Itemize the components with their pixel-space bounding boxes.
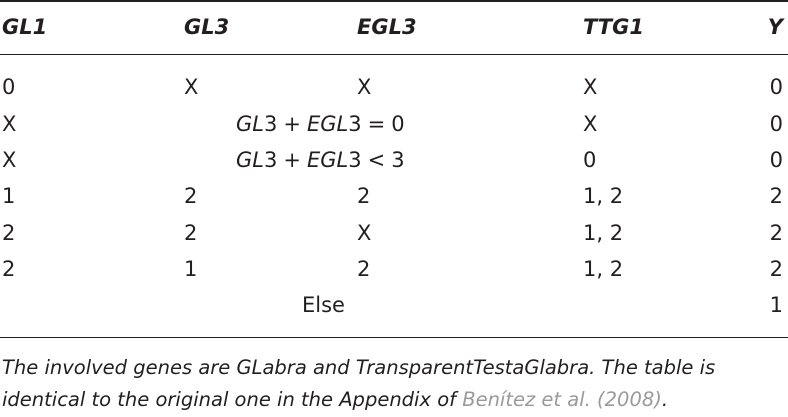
header-gl3: GL3	[184, 13, 229, 41]
row2-ttg1: X	[583, 110, 597, 138]
row4-gl3: 2	[184, 182, 197, 210]
row3-y: 0	[770, 146, 783, 174]
row5-egl3: X	[357, 219, 371, 247]
row6-gl3: 1	[184, 255, 197, 283]
else-y: 1	[770, 291, 783, 319]
caption-end: .	[662, 388, 668, 411]
else-label: Else	[302, 291, 345, 319]
row6-egl3: 2	[357, 255, 370, 283]
row4-ttg1: 1, 2	[583, 182, 623, 210]
header-y: Y	[768, 13, 783, 41]
row5-gl1: 2	[2, 219, 15, 247]
row4-gl1: 1	[2, 182, 15, 210]
row2-formula: GL3 + EGL3 = 0	[236, 110, 405, 138]
header-gl1: GL1	[2, 13, 47, 41]
row1-ttg1: X	[583, 73, 597, 101]
row6-ttg1: 1, 2	[583, 255, 623, 283]
header-egl3: EGL3	[357, 13, 417, 41]
row1-y: 0	[770, 73, 783, 101]
row6-y: 2	[770, 255, 783, 283]
row3-gl1: X	[2, 146, 16, 174]
table-top-rule	[0, 0, 788, 2]
row1-gl3: X	[184, 73, 198, 101]
citation-link[interactable]: Benítez et al. (2008)	[462, 388, 662, 411]
table-header-rule	[0, 54, 788, 55]
row3-ttg1: 0	[583, 146, 596, 174]
table-caption: The involved genes are GLabra and Transp…	[2, 352, 786, 416]
row5-gl3: 2	[184, 219, 197, 247]
row2-y: 0	[770, 110, 783, 138]
row4-egl3: 2	[357, 182, 370, 210]
row3-formula: GL3 + EGL3 <3	[236, 146, 405, 174]
row1-gl1: 0	[2, 73, 15, 101]
row5-y: 2	[770, 219, 783, 247]
row4-y: 2	[770, 182, 783, 210]
header-ttg1: TTG1	[583, 13, 644, 41]
row6-gl1: 2	[2, 255, 15, 283]
table-bottom-rule	[0, 337, 788, 338]
row1-egl3: X	[357, 73, 371, 101]
row2-gl1: X	[2, 110, 16, 138]
row5-ttg1: 1, 2	[583, 219, 623, 247]
